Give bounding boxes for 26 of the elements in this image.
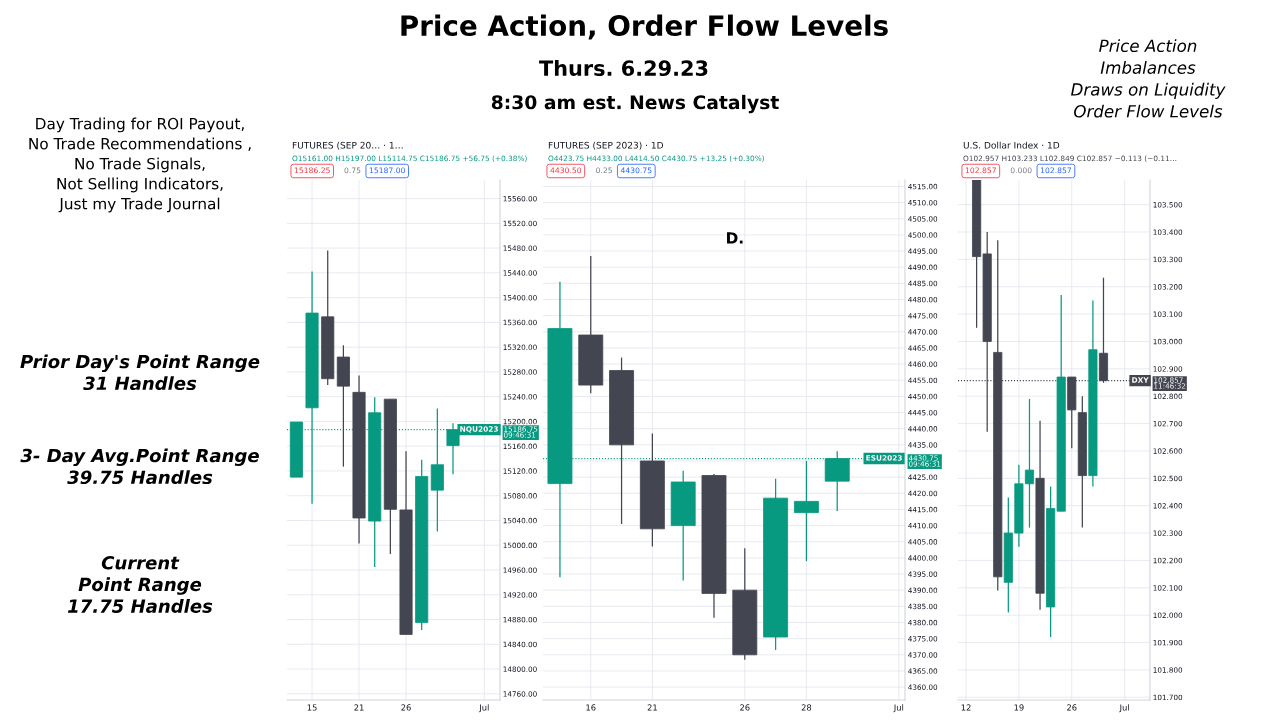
x-tick-label: 26 (740, 704, 750, 711)
x-tick-label: 28 (801, 704, 812, 711)
x-tick-label: 21 (354, 704, 364, 711)
candlestick (793, 460, 819, 562)
x-tick-label: 16 (586, 704, 596, 711)
x-tick-label: 26 (401, 704, 411, 711)
text: Day Trading for ROI Payout, No Trade Recommendations , No Trade Signals, Not Selling Indicators, Just my Trade Journal (29, 117, 251, 213)
x-tick-label: 26 (1067, 704, 1077, 711)
text: Thurs. 6.29.23 (539, 59, 708, 77)
x-tick-label: Jul (1119, 704, 1129, 713)
text: Price Action, Order Flow Levels (401, 14, 888, 40)
x-tick-label: 19 (1014, 704, 1024, 711)
text: 3- Day Avg.Point Range 39.75 Handles (20, 448, 259, 485)
chart-title: U.S. Dollar Index · 1D (963, 141, 1060, 149)
x-tick-label: Jul (893, 704, 904, 713)
chart-title: FUTURES (SEP 20… · 1… (292, 141, 403, 150)
text: Current Point Range 17.75 Handles (67, 555, 213, 613)
x-tick-label: 15 (307, 704, 317, 711)
x-tick-label: 21 (647, 704, 657, 711)
text: Prior Day's Point Range 31 Handles (20, 354, 260, 391)
chart-title: FUTURES (SEP 2023) · 1D (548, 141, 664, 150)
x-tick-label: 12 (961, 704, 971, 711)
x-tick-label: Jul (478, 704, 489, 713)
annotation: D. (727, 232, 743, 244)
text: 8:30 am est. News Catalyst (491, 94, 779, 114)
text: Price Action Imbalances Draws on Liquidity Order Flow Levels (1071, 39, 1226, 118)
